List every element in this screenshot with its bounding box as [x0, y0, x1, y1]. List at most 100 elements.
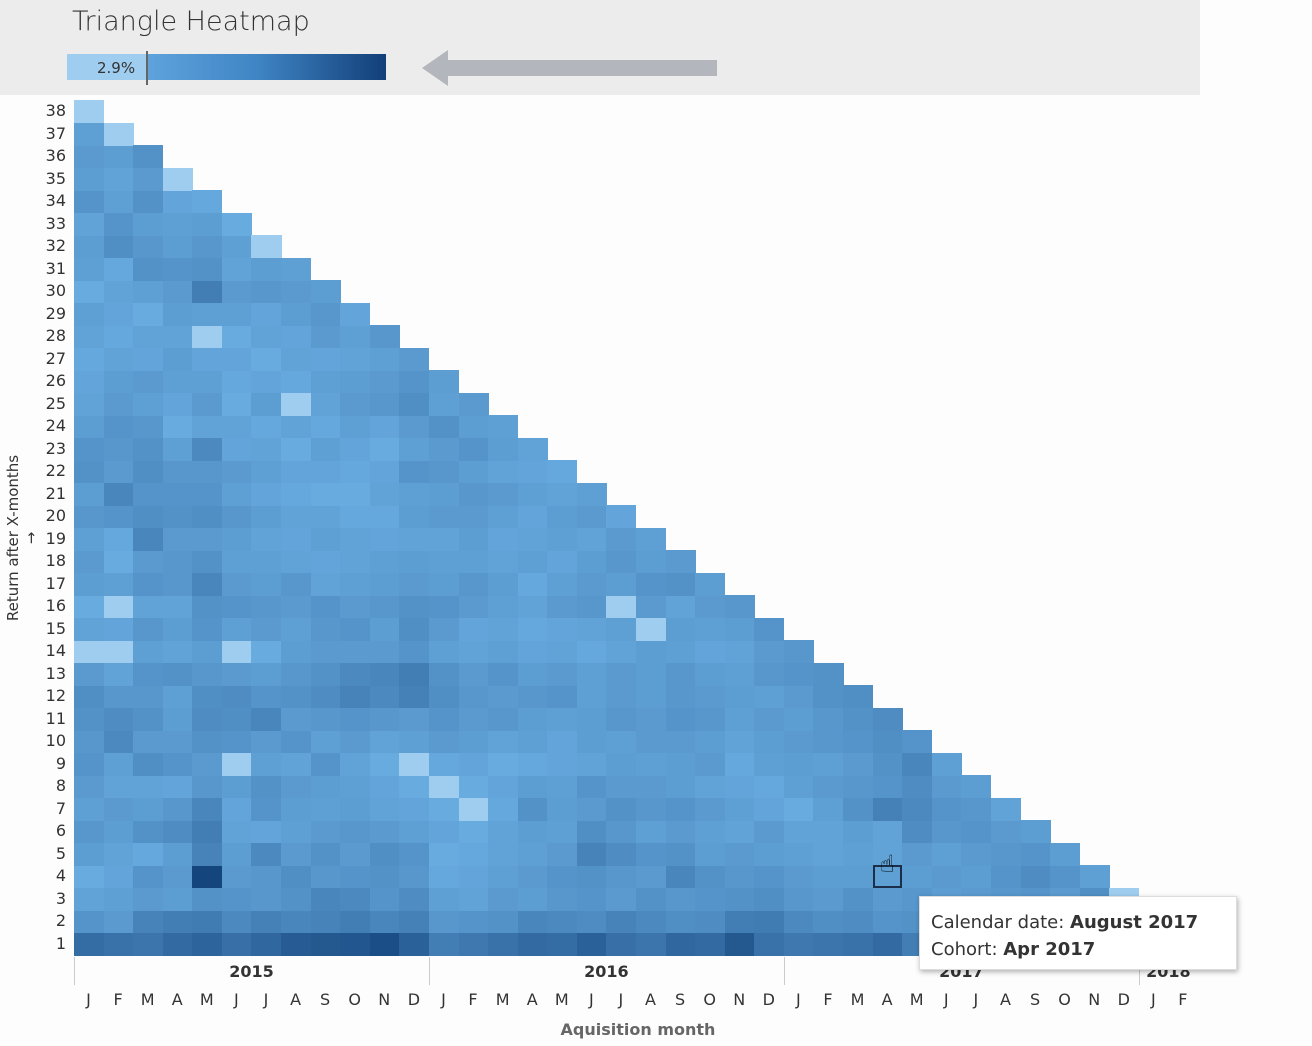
heatmap-cell[interactable] — [281, 910, 312, 933]
heatmap-cell[interactable] — [872, 775, 903, 798]
heatmap-cell[interactable] — [843, 775, 874, 798]
heatmap-cell[interactable] — [517, 910, 548, 933]
heatmap-cell[interactable] — [133, 662, 164, 686]
heatmap-cell[interactable] — [458, 887, 489, 911]
heatmap-cell[interactable] — [547, 460, 578, 483]
heatmap-cell[interactable] — [103, 887, 134, 911]
heatmap-cell[interactable] — [251, 302, 282, 326]
heatmap-cell[interactable] — [458, 730, 489, 753]
heatmap-cell[interactable] — [162, 617, 193, 641]
heatmap-cell[interactable] — [310, 842, 341, 866]
heatmap-cell[interactable] — [576, 685, 607, 708]
heatmap-cell[interactable] — [192, 730, 223, 753]
heatmap-cell[interactable] — [192, 797, 223, 821]
heatmap-cell[interactable] — [872, 730, 903, 753]
heatmap-cell[interactable] — [221, 797, 252, 821]
heatmap-cell[interactable] — [133, 235, 164, 258]
heatmap-cell[interactable] — [192, 325, 223, 348]
heatmap-cell[interactable] — [961, 865, 992, 888]
heatmap-cell[interactable] — [192, 415, 223, 438]
heatmap-cell[interactable] — [133, 550, 164, 573]
heatmap-cell[interactable] — [281, 730, 312, 753]
heatmap-cell[interactable] — [547, 482, 578, 506]
heatmap-cell[interactable] — [665, 685, 696, 708]
heatmap-cell[interactable] — [783, 842, 814, 866]
heatmap-cell[interactable] — [902, 865, 933, 888]
heatmap-cell[interactable] — [606, 685, 637, 708]
heatmap-cell[interactable] — [133, 415, 164, 438]
heatmap-cell[interactable] — [221, 932, 252, 956]
heatmap-cell[interactable] — [990, 865, 1022, 888]
heatmap-cell[interactable] — [783, 775, 814, 798]
heatmap-cell[interactable] — [428, 640, 460, 663]
heatmap-cell[interactable] — [162, 302, 193, 326]
heatmap-cell[interactable] — [103, 685, 134, 708]
heatmap-cell[interactable] — [74, 437, 105, 461]
heatmap-cell[interactable] — [133, 887, 164, 911]
heatmap-cell[interactable] — [103, 752, 134, 776]
heatmap-cell[interactable] — [695, 572, 726, 596]
heatmap-cell[interactable] — [133, 145, 164, 168]
heatmap-cell[interactable] — [251, 662, 282, 686]
heatmap-cell[interactable] — [695, 887, 726, 911]
heatmap-cell[interactable] — [221, 212, 252, 236]
heatmap-cell[interactable] — [547, 572, 578, 596]
heatmap-cell[interactable] — [606, 730, 637, 753]
heatmap-cell[interactable] — [192, 257, 223, 281]
heatmap-cell[interactable] — [902, 797, 933, 821]
heatmap-cell[interactable] — [458, 595, 489, 618]
heatmap-cell[interactable] — [606, 797, 637, 821]
heatmap-cell[interactable] — [74, 460, 105, 483]
heatmap-cell[interactable] — [606, 752, 637, 776]
heatmap-cell[interactable] — [636, 617, 667, 641]
heatmap-cell[interactable] — [103, 550, 134, 573]
heatmap-cell[interactable] — [458, 437, 489, 461]
heatmap-cell[interactable] — [281, 415, 312, 438]
heatmap-cell[interactable] — [310, 415, 341, 438]
heatmap-cell[interactable] — [192, 505, 223, 528]
heatmap-cell[interactable] — [162, 820, 193, 843]
heatmap-cell[interactable] — [133, 842, 164, 866]
heatmap-cell[interactable] — [192, 347, 223, 371]
heatmap-cell[interactable] — [636, 775, 667, 798]
heatmap-cell[interactable] — [665, 865, 696, 888]
heatmap-cell[interactable] — [310, 392, 341, 416]
heatmap-cell[interactable] — [281, 842, 312, 866]
heatmap-cell[interactable] — [74, 212, 105, 236]
heatmap-cell[interactable] — [813, 887, 844, 911]
heatmap-cell[interactable] — [754, 775, 785, 798]
heatmap-cell[interactable] — [103, 505, 134, 528]
heatmap-cell[interactable] — [369, 415, 400, 438]
heatmap-cell[interactable] — [783, 865, 814, 888]
heatmap-cell[interactable] — [162, 482, 193, 506]
heatmap-cell[interactable] — [399, 685, 430, 708]
heatmap-cell[interactable] — [103, 820, 134, 843]
heatmap-cell[interactable] — [695, 775, 726, 798]
heatmap-cell[interactable] — [724, 797, 755, 821]
heatmap-cell[interactable] — [606, 617, 637, 641]
heatmap-cell[interactable] — [251, 527, 282, 551]
heatmap-cell[interactable] — [162, 235, 193, 258]
heatmap-cell[interactable] — [606, 662, 637, 686]
heatmap-cell[interactable] — [488, 752, 519, 776]
heatmap-cell[interactable] — [754, 685, 785, 708]
heatmap-cell[interactable] — [74, 820, 105, 843]
heatmap-cell[interactable] — [340, 437, 371, 461]
heatmap-cell[interactable] — [990, 820, 1022, 843]
heatmap-cell[interactable] — [813, 685, 844, 708]
heatmap-cell[interactable] — [221, 910, 252, 933]
heatmap-cell[interactable] — [783, 685, 814, 708]
heatmap-cell[interactable] — [547, 775, 578, 798]
heatmap-cell[interactable] — [458, 865, 489, 888]
heatmap-cell[interactable] — [133, 685, 164, 708]
heatmap-cell[interactable] — [488, 437, 519, 461]
heatmap-cell[interactable] — [428, 617, 460, 641]
heatmap-cell[interactable] — [428, 392, 460, 416]
heatmap-cell[interactable] — [340, 505, 371, 528]
heatmap-cell[interactable] — [133, 617, 164, 641]
heatmap-cell[interactable] — [251, 550, 282, 573]
heatmap-cell[interactable] — [399, 482, 430, 506]
heatmap-cell[interactable] — [576, 910, 607, 933]
heatmap-cell[interactable] — [74, 325, 105, 348]
heatmap-cell[interactable] — [961, 797, 992, 821]
